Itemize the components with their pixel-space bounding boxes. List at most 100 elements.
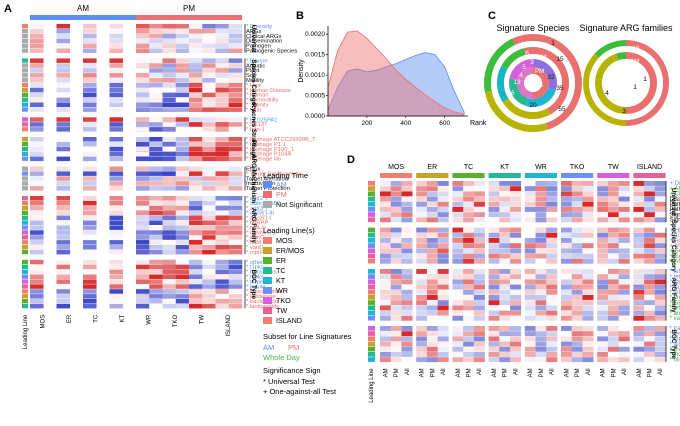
heatmap-cell (109, 230, 124, 235)
column-label: TW (200, 314, 206, 324)
heatmap-cell (149, 294, 163, 299)
heatmap-cell (437, 331, 449, 337)
heatmap-cell (30, 146, 44, 152)
leading-line-cell (22, 264, 28, 269)
heatmap-cell (162, 92, 177, 98)
leading-line-cell (368, 300, 375, 305)
heatmap-cell (654, 341, 666, 347)
heatmap-cell (136, 156, 150, 162)
heatmap-cell (228, 58, 243, 63)
heatmap-cell (597, 284, 609, 290)
heatmap-cell (83, 299, 97, 304)
heatmap-cell (175, 151, 190, 157)
heatmap-cell (202, 289, 216, 294)
heatmap-cell (136, 127, 150, 132)
heatmap-cell (582, 279, 594, 285)
heatmap-cell (202, 87, 216, 93)
heatmap-cell (30, 176, 44, 181)
heatmap-cell (30, 156, 44, 162)
heatmap-cell (228, 24, 243, 29)
heatmap-cell (175, 166, 190, 171)
legend-line-label: TKO (276, 296, 291, 305)
y-tick-label: 0.0010 (305, 72, 325, 79)
heatmap-cell (561, 346, 573, 352)
row-label: * P. phage ATCC29399B_T (246, 137, 316, 143)
heatmap-cell (30, 196, 44, 201)
heatmap-cell (149, 68, 163, 73)
heatmap-cell (56, 146, 71, 152)
leading-line-cell (368, 238, 375, 243)
heatmap-cell (644, 295, 656, 300)
heatmap-cell (109, 303, 124, 309)
heatmap-cell (162, 230, 177, 235)
leading-line-cell (22, 166, 28, 171)
group-label: TC (464, 164, 473, 171)
heatmap-cell (380, 269, 392, 274)
leading-line-cell (368, 191, 375, 197)
heatmap-cell (618, 279, 630, 285)
heatmap-cell (30, 259, 44, 265)
heatmap-cell (437, 274, 449, 280)
column-label: AM (492, 368, 498, 377)
heatmap-cell (215, 299, 230, 304)
heatmap-cell (228, 274, 243, 279)
heatmap-cell (109, 205, 124, 211)
heatmap-cell (202, 58, 216, 63)
heatmap-cell (416, 232, 428, 238)
heatmap-cell (401, 258, 413, 264)
heatmap-cell (452, 357, 464, 363)
legend-line-label: ISLAND (276, 316, 302, 325)
heatmap-cell (202, 235, 216, 240)
heatmap-cell (582, 284, 594, 290)
section-label: P. acnes Strain (250, 103, 257, 147)
heatmap-cell (654, 227, 666, 233)
column-label: All (550, 368, 556, 375)
heatmap-cell (510, 289, 522, 295)
heatmap-cell (644, 248, 656, 254)
donut-2-ring-label: PM (630, 68, 639, 75)
heatmap-cell (149, 235, 163, 240)
group-color-bar (380, 173, 413, 178)
leading-line-cell (22, 196, 28, 201)
row-label: * ant(3'') (670, 311, 680, 317)
heatmap-cell (136, 137, 150, 142)
heatmap-cell (215, 102, 230, 107)
heatmap-cell (149, 137, 163, 142)
row-label: Motility (246, 78, 264, 84)
column-label: WR (147, 314, 153, 325)
heatmap-cell (644, 315, 656, 321)
legend-swatch (263, 201, 272, 208)
heatmap-cell (390, 315, 402, 321)
heatmap-cell (215, 92, 230, 98)
heatmap-cell (571, 238, 583, 243)
row-label: + 1000m Altitude (670, 233, 680, 239)
heatmap-cell (215, 122, 230, 127)
heatmap-cell (618, 207, 630, 212)
heatmap-cell (618, 310, 630, 316)
heatmap-cell (136, 220, 150, 225)
heatmap-cell (109, 240, 124, 245)
heatmap-cell (401, 227, 413, 233)
heatmap-cell (618, 341, 630, 347)
heatmap-cell (390, 186, 402, 192)
heatmap-cell (401, 295, 413, 300)
heatmap-cell (654, 232, 666, 238)
heatmap-cell (215, 240, 230, 245)
heatmap-cell (535, 341, 547, 347)
heatmap-cell (109, 151, 124, 157)
heatmap-cell (162, 87, 177, 93)
legend: Leading Time Leading Line(s) Subset for … (263, 171, 352, 396)
heatmap-cell (228, 43, 243, 49)
heatmap-cell (202, 245, 216, 250)
heatmap-cell (228, 48, 243, 53)
heatmap-cell (582, 336, 594, 342)
donut-1-ring-label: PM (535, 68, 544, 75)
legend-line-label: KT (276, 276, 286, 285)
heatmap-cell (452, 326, 464, 331)
heatmap-cell (546, 232, 558, 238)
heatmap-cell (463, 191, 475, 197)
column-label: All (622, 368, 628, 375)
leading-line-cell (22, 299, 28, 304)
heatmap-cell (215, 235, 230, 240)
heatmap-cell (175, 274, 190, 279)
